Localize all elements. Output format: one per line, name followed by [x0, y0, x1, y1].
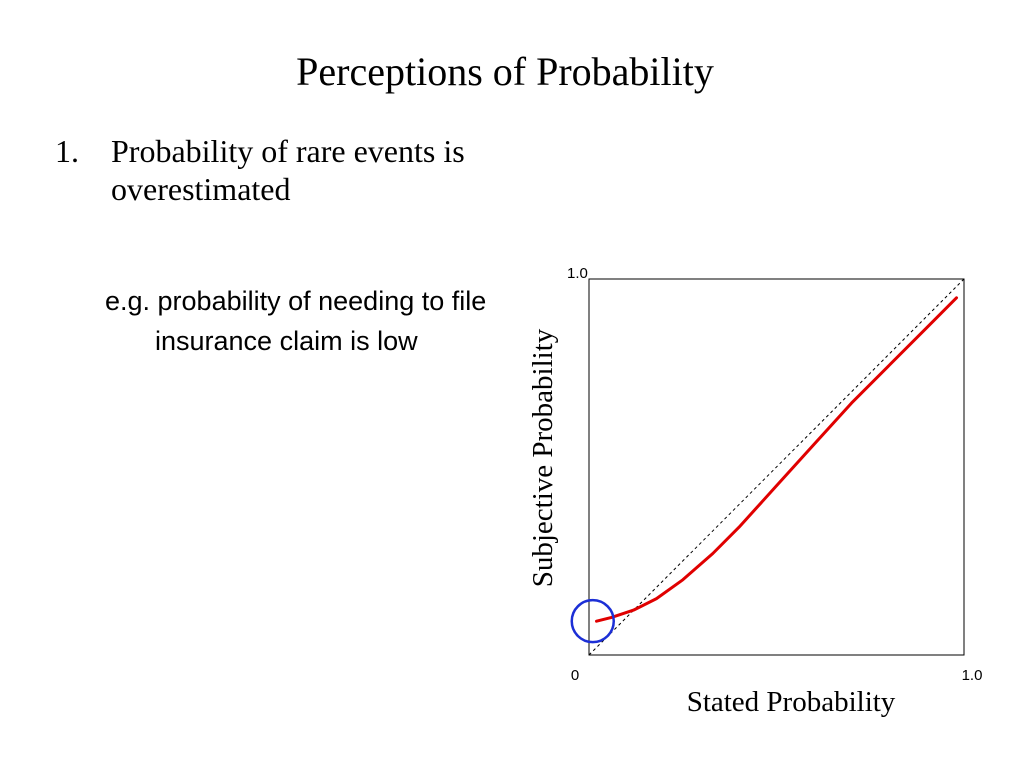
slide-title: Perceptions of Probability [296, 49, 714, 94]
bullet-number: 1. [55, 133, 79, 169]
subjective-probability-curve [595, 296, 958, 623]
x-tick-label: 1.0 [962, 667, 983, 684]
plot-frame [588, 278, 965, 656]
bullet-text: Probability of rare events is overestima… [111, 133, 465, 207]
rare-event-highlight-circle [570, 598, 615, 644]
reference-diagonal-line [588, 278, 965, 656]
example-text: e.g. probability of needing to file insu… [105, 286, 487, 356]
y-tick-label: 1.0 [567, 265, 588, 282]
x-axis-label: Stated Probability [687, 686, 896, 718]
y-axis-label: Subjective Probability [527, 328, 559, 587]
x-tick-label: 0 [571, 667, 579, 684]
